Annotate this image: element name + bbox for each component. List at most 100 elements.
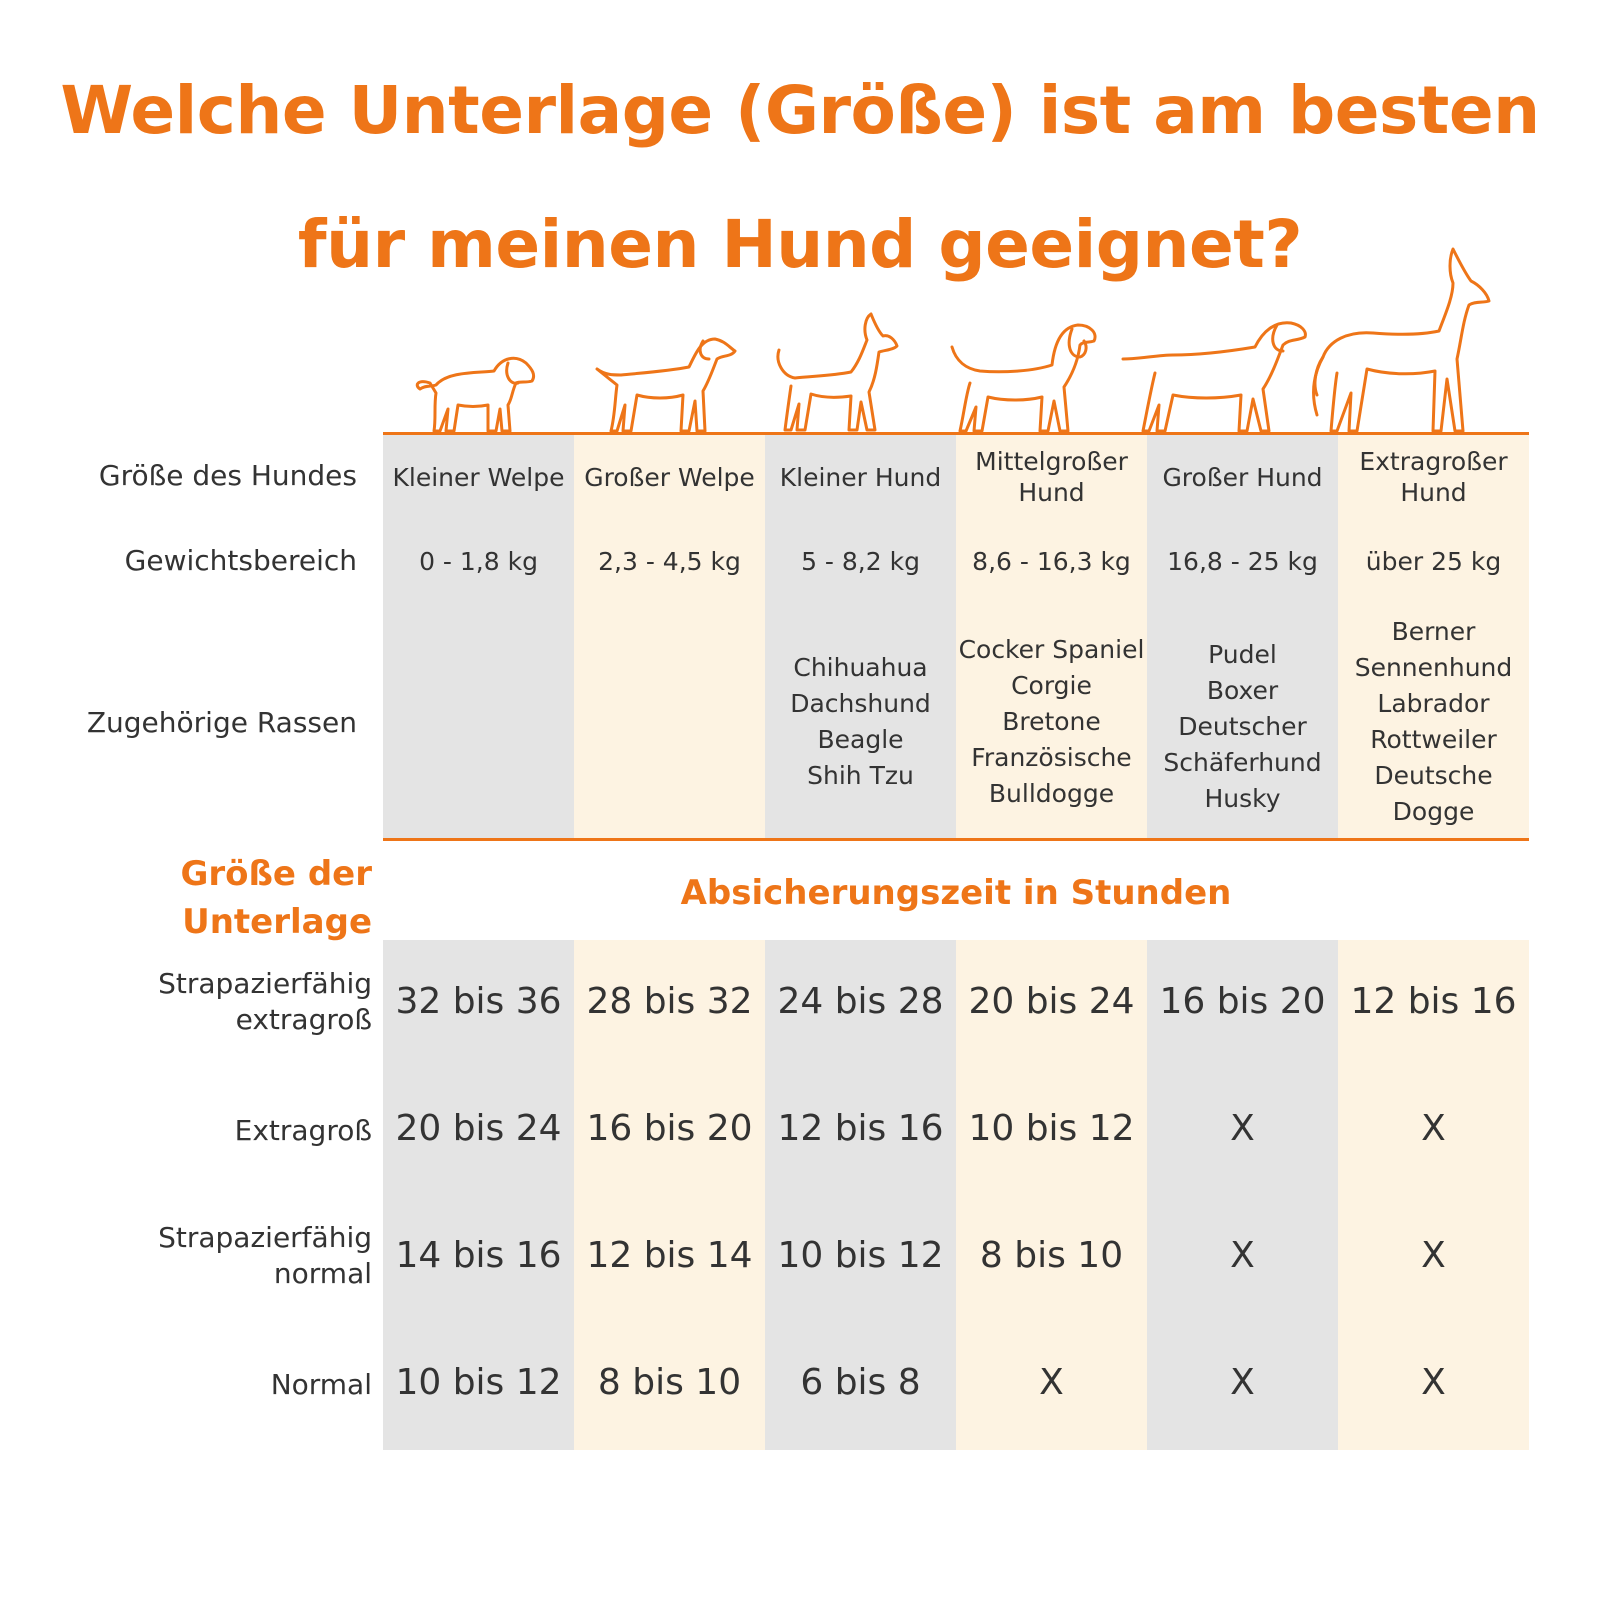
hours-cell: X bbox=[1039, 1362, 1064, 1403]
breed-name: Shih Tzu bbox=[807, 761, 914, 790]
column-bg bbox=[574, 940, 765, 1450]
pad-label: Extragroß bbox=[235, 1113, 372, 1149]
size-cell: Großer Welpe bbox=[584, 463, 755, 492]
pad-size-heading: Größe der Unterlage bbox=[180, 850, 372, 946]
pad-label-line: Strapazierfähig bbox=[158, 1221, 372, 1254]
hours-cell: X bbox=[1230, 1362, 1255, 1403]
row-label-size: Größe des Hundes bbox=[98, 459, 357, 492]
breed-name: Beagle bbox=[817, 725, 904, 754]
small-puppy-icon bbox=[408, 335, 548, 435]
breed-name: Berner bbox=[1391, 617, 1476, 646]
small-dog-icon bbox=[771, 310, 911, 435]
size-cell-line: Hund bbox=[1400, 478, 1467, 507]
column-bg bbox=[1338, 940, 1529, 1450]
breeds-cell: Chihuahua Dachshund Beagle Shih Tzu bbox=[765, 650, 956, 794]
hours-cell: X bbox=[1421, 1108, 1446, 1149]
column-bg bbox=[956, 435, 1147, 840]
pad-size-heading-line: Größe der bbox=[180, 854, 372, 894]
column-bg bbox=[1338, 435, 1529, 840]
hours-cell: 14 bis 16 bbox=[395, 1235, 562, 1276]
size-cell-line: Hund bbox=[1018, 478, 1085, 507]
hours-cell: 28 bis 32 bbox=[586, 981, 753, 1022]
breed-name: Pudel bbox=[1208, 640, 1277, 669]
row-label-weight: Gewichtsbereich bbox=[124, 544, 357, 577]
breed-name: Französische bbox=[971, 743, 1132, 772]
breed-name: Dogge bbox=[1392, 797, 1475, 826]
hours-cell: X bbox=[1421, 1235, 1446, 1276]
breeds-cell: Pudel Boxer Deutscher Schäferhund Husky bbox=[1147, 637, 1338, 817]
extra-large-dog-icon bbox=[1303, 245, 1493, 435]
breed-name: Schäferhund bbox=[1163, 748, 1322, 777]
pad-label-line: Extragroß bbox=[234, 1114, 372, 1147]
column-bg bbox=[383, 940, 574, 1450]
breed-name: Labrador bbox=[1377, 689, 1490, 718]
page-title-line2: für meinen Hund geeignet? bbox=[297, 206, 1303, 283]
pad-label: Strapazierfähig normal bbox=[158, 1220, 372, 1293]
breed-name: Bulldogge bbox=[988, 779, 1115, 808]
hours-cell: 12 bis 14 bbox=[586, 1235, 753, 1276]
hours-cell: 10 bis 12 bbox=[968, 1108, 1135, 1149]
breed-name: Boxer bbox=[1206, 676, 1279, 705]
breeds-cell: Berner Sennenhund Labrador Rottweiler De… bbox=[1338, 614, 1529, 830]
dog-icons-row bbox=[383, 240, 1533, 435]
breed-name: Bretone bbox=[1002, 707, 1101, 736]
hours-cell: 6 bis 8 bbox=[800, 1362, 921, 1403]
hours-cell: 8 bis 10 bbox=[979, 1235, 1124, 1276]
top-divider bbox=[383, 432, 1529, 435]
column-bg bbox=[765, 435, 956, 840]
breed-name: Deutscher bbox=[1178, 712, 1307, 741]
hours-cell: 12 bis 16 bbox=[1350, 981, 1517, 1022]
protection-time-heading: Absicherungszeit in Stunden bbox=[680, 873, 1232, 913]
large-dog-icon bbox=[1121, 315, 1311, 435]
column-bg bbox=[574, 435, 765, 840]
column-bg bbox=[1147, 435, 1338, 840]
weight-cell: 5 - 8,2 kg bbox=[801, 547, 920, 576]
page-title-line1: Welche Unterlage (Größe) ist am besten bbox=[60, 72, 1540, 149]
breed-name: Husky bbox=[1204, 784, 1281, 813]
breed-name: Corgie bbox=[1011, 671, 1092, 700]
size-cell-line: Mittelgroßer bbox=[975, 447, 1128, 476]
hours-cell: 32 bis 36 bbox=[395, 981, 562, 1022]
weight-cell: 0 - 1,8 kg bbox=[419, 547, 538, 576]
hours-cell: 20 bis 24 bbox=[968, 981, 1135, 1022]
hours-cell: 20 bis 24 bbox=[395, 1108, 562, 1149]
hours-cell: X bbox=[1230, 1108, 1255, 1149]
row-label-breeds: Zugehörige Rassen bbox=[86, 706, 357, 739]
breed-name: Sennenhund bbox=[1354, 653, 1513, 682]
medium-dog-icon bbox=[948, 317, 1100, 435]
pad-label: Normal bbox=[271, 1367, 372, 1403]
large-puppy-icon bbox=[593, 325, 743, 435]
column-bg bbox=[765, 940, 956, 1450]
size-cell: Kleiner Welpe bbox=[392, 463, 565, 492]
breed-name: Chihuahua bbox=[793, 653, 928, 682]
pad-label-line: normal bbox=[273, 1257, 372, 1291]
hours-cell: 12 bis 16 bbox=[777, 1108, 944, 1149]
hours-cell: 8 bis 10 bbox=[597, 1362, 742, 1403]
column-bg bbox=[383, 435, 574, 840]
weight-cell: 8,6 - 16,3 kg bbox=[972, 547, 1131, 576]
size-cell: Extragroßer Hund bbox=[1338, 446, 1529, 508]
hours-cell: 16 bis 20 bbox=[1159, 981, 1326, 1022]
weight-cell: 16,8 - 25 kg bbox=[1167, 547, 1318, 576]
hours-cell: 10 bis 12 bbox=[777, 1235, 944, 1276]
pad-label-line: extragroß bbox=[235, 1003, 372, 1037]
pad-size-heading-line: Unterlage bbox=[182, 902, 372, 942]
breed-name: Dachshund bbox=[790, 689, 931, 718]
breed-name: Rottweiler bbox=[1370, 725, 1497, 754]
hours-cell: X bbox=[1230, 1235, 1255, 1276]
weight-cell: 2,3 - 4,5 kg bbox=[598, 547, 741, 576]
middle-divider bbox=[383, 838, 1529, 841]
breed-name: Deutsche bbox=[1374, 761, 1493, 790]
breeds-cell: Cocker Spaniel Corgie Bretone Französisc… bbox=[956, 632, 1147, 812]
column-bg bbox=[1147, 940, 1338, 1450]
size-cell: Mittelgroßer Hund bbox=[956, 446, 1147, 508]
hours-cell: 16 bis 20 bbox=[586, 1108, 753, 1149]
hours-cell: 24 bis 28 bbox=[777, 981, 944, 1022]
pad-label: Strapazierfähig extragroß bbox=[158, 966, 372, 1039]
size-cell-line: Extragroßer bbox=[1359, 447, 1508, 476]
size-cell: Großer Hund bbox=[1162, 463, 1323, 492]
column-bg bbox=[956, 940, 1147, 1450]
size-cell: Kleiner Hund bbox=[779, 463, 942, 492]
pad-label-line: Strapazierfähig bbox=[158, 967, 372, 1000]
hours-cell: X bbox=[1421, 1362, 1446, 1403]
